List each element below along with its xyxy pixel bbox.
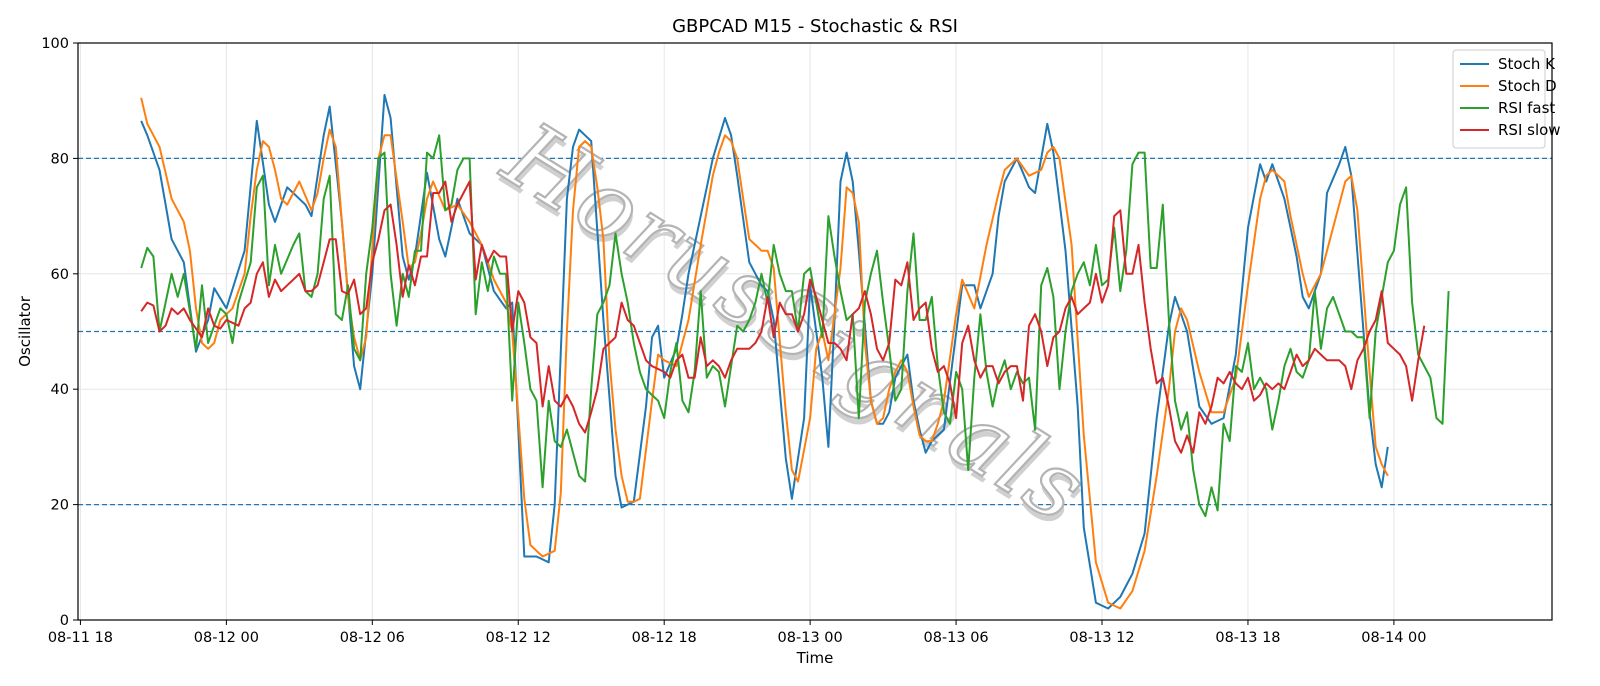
y-tick-label: 20: [51, 498, 69, 514]
x-tick-label: 08-13 00: [778, 630, 843, 646]
y-tick-label: 40: [51, 382, 69, 398]
series-line-rsi-slow: [140, 180, 1426, 454]
y-tick-label: 60: [51, 267, 69, 283]
reference-lines: [78, 157, 1552, 506]
x-tick-label: 08-12 06: [340, 630, 405, 646]
legend-box: [1452, 49, 1546, 149]
x-tick-label: 08-12 00: [194, 630, 259, 646]
legend-label-stoch-d: Stoch D: [1498, 77, 1557, 95]
legend-label-stoch-k: Stoch K: [1498, 55, 1556, 73]
y-tick-label: 100: [41, 36, 69, 52]
y-axis-label: Oscillator: [16, 295, 34, 367]
y-tick-label: 0: [60, 613, 69, 629]
x-tick-label: 08-13 12: [1069, 630, 1134, 646]
plot-frame: [77, 42, 1553, 621]
series-line-rsi-fast: [140, 134, 1450, 518]
y-tick-label: 80: [51, 151, 69, 167]
y-axis-ticks: 0 20 40 60 80 100: [41, 36, 78, 629]
x-tick-label: 08-13 18: [1215, 630, 1280, 646]
x-tick-label: 08-11 18: [48, 630, 113, 646]
legend-label-rsi-fast: RSI fast: [1498, 99, 1555, 117]
x-tick-label: 08-13 06: [923, 630, 988, 646]
x-tick-label: 08-12 12: [486, 630, 551, 646]
x-tick-label: 08-14 00: [1361, 630, 1426, 646]
series-lines: [140, 93, 1450, 610]
x-tick-label: 08-12 18: [632, 630, 697, 646]
chart-title: GBPCAD M15 - Stochastic & RSI: [672, 16, 958, 37]
legend-label-rsi-slow: RSI slow: [1498, 121, 1561, 139]
x-axis-label: Time: [796, 649, 834, 667]
x-axis-ticks: 08-11 18 08-12 00 08-12 06 08-12 12 08-12 18…: [48, 620, 1426, 646]
legend: Stoch K Stoch D RSI fast RSI slow: [1452, 49, 1561, 149]
